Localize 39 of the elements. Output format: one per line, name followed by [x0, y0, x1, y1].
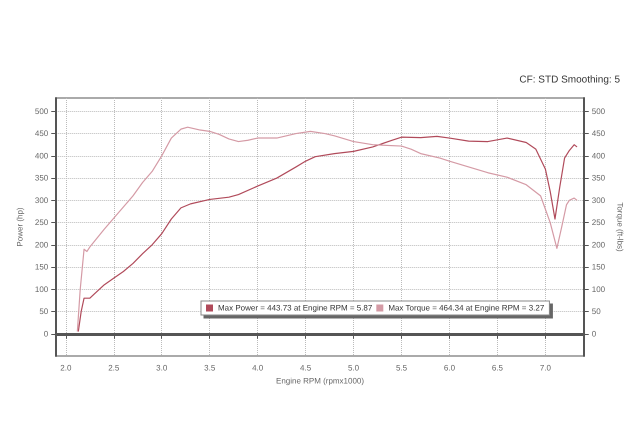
x-tick-label: 7.0: [540, 364, 552, 372]
y-tick-label: 250: [34, 218, 49, 228]
y-tick-label: 350: [34, 174, 49, 183]
x-axis-title: Engine RPM (rpmx1000): [276, 376, 364, 386]
y2-tick-label: 0: [592, 329, 597, 338]
y-tick-label: 0: [44, 329, 49, 338]
y-tick-label: 450: [34, 129, 49, 138]
y2-tick-label: 350: [592, 174, 606, 183]
y-tick-label: 50: [39, 307, 49, 316]
text: CF: STD Smoothing: 5: [519, 74, 620, 86]
y2-tick-label: 300: [592, 196, 606, 205]
legend-label: Max Torque = 464.34 at Engine RPM = 3.27: [388, 304, 545, 312]
y2-tick-label: 450: [592, 129, 606, 138]
y2-tick-label: 500: [592, 106, 606, 116]
y2-tick-label: 50: [592, 307, 602, 316]
x-tick-label: 6.0: [444, 364, 456, 372]
x-tick-label: 4.0: [252, 364, 264, 372]
y2-tick-label: 200: [592, 240, 606, 250]
y2-tick-label: 400: [592, 151, 606, 160]
y2-tick-label: 100: [592, 284, 606, 294]
y2-axis-title: Torque (ft-lbs): [616, 202, 624, 252]
y2-tick-label: 250: [592, 218, 606, 228]
y2-tick-label: 150: [592, 262, 606, 272]
y-tick-label: 500: [34, 106, 49, 116]
y-tick-label: 200: [34, 240, 49, 250]
x-tick-label: 2.5: [108, 364, 120, 372]
y-tick-label: 100: [34, 284, 49, 294]
y-axis-title: Power (hp): [16, 207, 24, 247]
x-tick-label: 6.5: [492, 364, 504, 372]
y-tick-label: 400: [34, 151, 49, 160]
y-tick-label: 300: [34, 196, 49, 205]
x-tick-label: 5.5: [396, 364, 408, 372]
x-tick-label: 2.0: [60, 364, 72, 372]
legend-label: Max Power = 443.73 at Engine RPM = 5.87: [218, 304, 373, 312]
x-tick-label: 5.0: [348, 364, 360, 372]
x-tick-label: 3.0: [156, 364, 168, 372]
x-tick-label: 4.5: [300, 364, 312, 372]
x-tick-label: 3.5: [204, 364, 216, 372]
y-tick-label: 150: [34, 262, 49, 272]
